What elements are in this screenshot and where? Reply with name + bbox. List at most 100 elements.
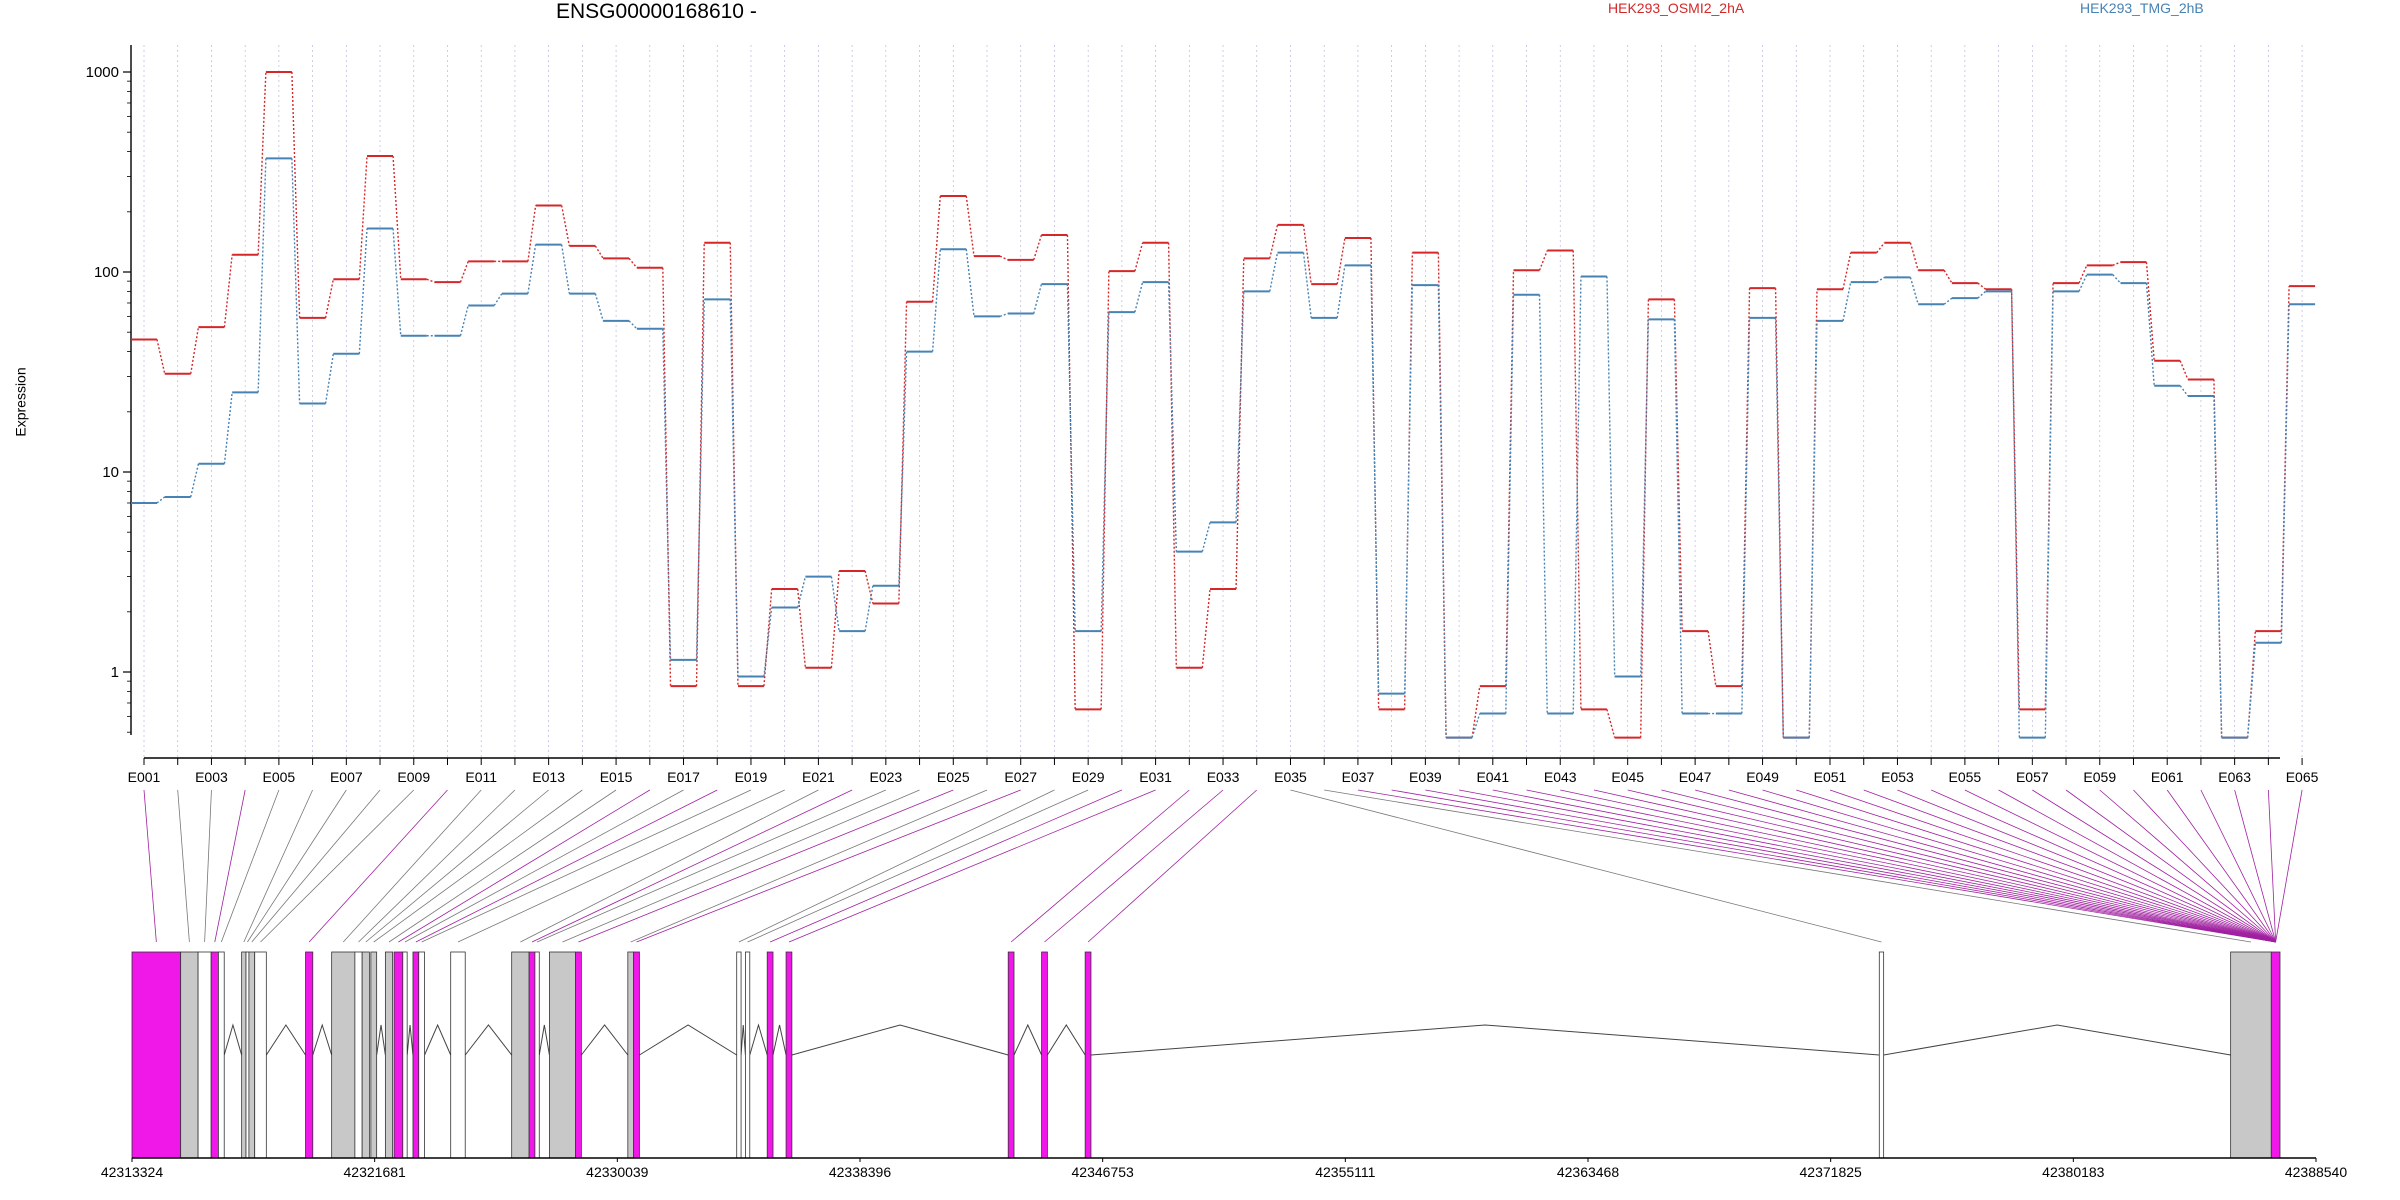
- exon-connector: [1964, 789, 2276, 943]
- intron-line: [265, 1024, 306, 1056]
- x-tick-label: E059: [2083, 769, 2116, 785]
- exon-block: [361, 951, 370, 1159]
- intron-line: [1046, 1024, 1086, 1056]
- exon-connector: [214, 789, 246, 943]
- exon-connector: [1998, 789, 2276, 943]
- exon-connector: [2275, 789, 2303, 943]
- exon-block: [412, 951, 420, 1159]
- exon-block: [633, 951, 640, 1159]
- exon-connector: [358, 789, 516, 943]
- intron-line: [376, 1024, 386, 1056]
- exon-connector: [177, 789, 190, 943]
- exon-connector: [1930, 789, 2276, 943]
- x-tick-label: E031: [1139, 769, 1172, 785]
- x-tick-label: E015: [600, 769, 633, 785]
- exon-connector: [457, 789, 785, 943]
- exon-connector: [398, 789, 651, 943]
- exon-connector: [365, 789, 549, 943]
- exon-connector: [251, 789, 381, 943]
- x-tick-label: E033: [1207, 769, 1240, 785]
- exon-connector: [2099, 789, 2276, 943]
- exon-connector: [2234, 789, 2277, 943]
- exon-block: [2270, 951, 2281, 1159]
- exon-block: [131, 951, 182, 1159]
- intron-line: [580, 1024, 629, 1056]
- exon-connector: [1897, 789, 2276, 943]
- exon-connector: [2200, 789, 2276, 943]
- exon-connector: [2032, 789, 2276, 943]
- x-tick-label: E051: [1814, 769, 1847, 785]
- exon-connector: [630, 789, 988, 943]
- intron-line: [1090, 1024, 1880, 1056]
- series-connector: [156, 158, 2290, 738]
- x-tick-label: E019: [735, 769, 768, 785]
- x-tick-label: E063: [2218, 769, 2251, 785]
- exon-block: [210, 951, 219, 1159]
- exon-connector: [1459, 789, 2276, 943]
- x-tick-label: E025: [937, 769, 970, 785]
- genomic-tick-label: 42313324: [101, 1164, 164, 1180]
- intron-line: [223, 1023, 243, 1056]
- intron-line: [406, 1024, 414, 1056]
- exon-connector: [562, 789, 920, 943]
- x-tick-label: E061: [2151, 769, 2184, 785]
- exon-connector: [2267, 789, 2277, 943]
- genomic-tick-label: 42321681: [344, 1164, 407, 1180]
- exon-block: [785, 951, 793, 1159]
- x-tick-label: E023: [869, 769, 902, 785]
- exon-block: [1041, 951, 1048, 1159]
- exon-connector: [788, 789, 1156, 943]
- x-tick-label: E027: [1004, 769, 1037, 785]
- exon-block: [534, 951, 540, 1159]
- x-tick-label: E011: [465, 769, 497, 785]
- exon-connector: [1044, 789, 1224, 943]
- exon-connector: [1324, 789, 2252, 943]
- exon-connector: [1087, 789, 1258, 943]
- x-tick-label: E013: [532, 769, 565, 785]
- intron-line: [464, 1024, 513, 1056]
- exon-connector: [342, 789, 482, 943]
- exon-connector: [578, 789, 954, 943]
- exon-block: [245, 951, 250, 1159]
- exon-connector: [520, 789, 819, 943]
- exon-connector: [738, 789, 1055, 943]
- exon-connector: [1627, 789, 2276, 943]
- exon-block: [575, 951, 582, 1159]
- exon-block: [1084, 951, 1092, 1159]
- intron-line: [791, 1024, 1009, 1056]
- x-tick-label: E039: [1409, 769, 1442, 785]
- exon-block: [384, 951, 394, 1159]
- exon-connector: [1526, 789, 2276, 943]
- x-tick-label: E045: [1611, 769, 1644, 785]
- exon-block: [241, 951, 247, 1159]
- exon-block: [254, 951, 267, 1159]
- exon-connector: [536, 789, 886, 943]
- y-axis-label-wrap: Expression: [6, 367, 36, 440]
- exon-connector: [1560, 789, 2276, 943]
- x-tick-label: E041: [1476, 769, 1509, 785]
- y-tick-label: 1000: [86, 64, 119, 81]
- x-tick-label: E003: [195, 769, 228, 785]
- x-tick-label: E047: [1679, 769, 1712, 785]
- exon-connector: [769, 789, 1123, 943]
- genomic-tick-label: 42363468: [1557, 1164, 1620, 1180]
- legend-entry-tmg: HEK293_TMG_2hB: [2080, 0, 2204, 16]
- exon-connector: [1391, 789, 2276, 943]
- exon-block: [528, 951, 536, 1159]
- x-tick-label: E049: [1746, 769, 1779, 785]
- x-tick-label: E005: [263, 769, 296, 785]
- exon-block: [180, 951, 199, 1159]
- x-tick-label: E057: [2016, 769, 2049, 785]
- genomic-tick-label: 42338396: [829, 1164, 892, 1180]
- intron-line: [749, 1023, 768, 1056]
- exon-connector: [204, 789, 212, 943]
- exon-block: [745, 951, 751, 1159]
- exon-connector: [1762, 789, 2276, 943]
- exon-connector: [1796, 789, 2276, 943]
- exon-block: [218, 951, 225, 1159]
- exon-connector: [388, 789, 617, 943]
- legend-entry-osmi2: HEK293_OSMI2_2hA: [1608, 0, 1745, 16]
- genomic-tick-label: 42346753: [1072, 1164, 1135, 1180]
- exon-connector: [1728, 789, 2276, 943]
- y-tick-label: 100: [94, 264, 119, 281]
